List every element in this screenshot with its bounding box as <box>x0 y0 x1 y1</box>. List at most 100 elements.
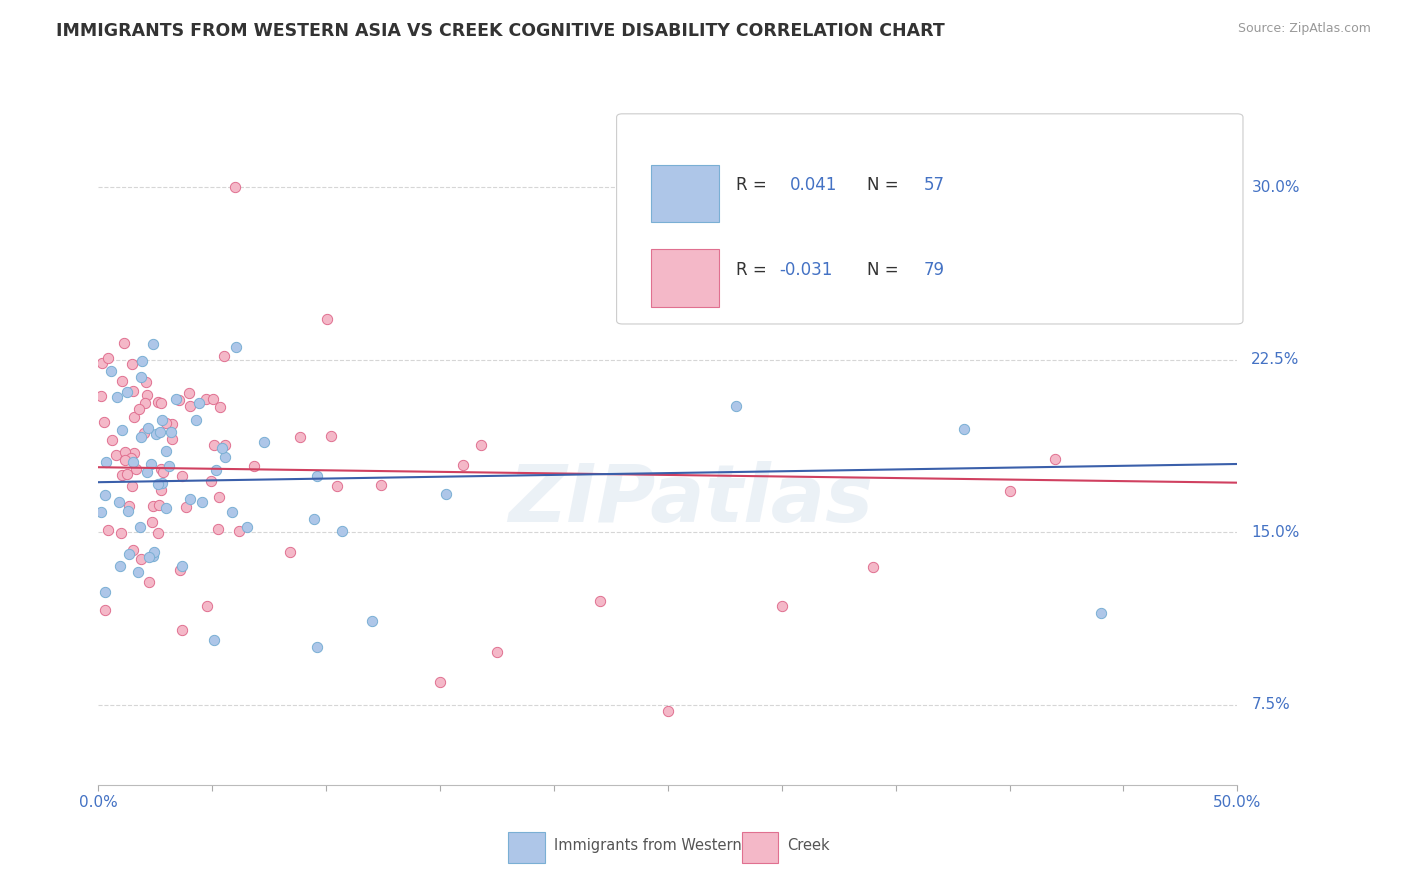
Point <box>998 483 1021 498</box>
Point <box>953 422 976 436</box>
FancyBboxPatch shape <box>651 165 718 222</box>
Point <box>862 559 884 574</box>
Point <box>211 442 233 456</box>
Point <box>224 180 246 194</box>
Point <box>200 474 222 488</box>
Text: -0.031: -0.031 <box>779 260 832 278</box>
Point <box>304 512 326 526</box>
Point <box>201 392 224 406</box>
Point <box>305 640 328 654</box>
Point <box>139 458 162 472</box>
Point <box>194 392 217 406</box>
FancyBboxPatch shape <box>742 832 779 863</box>
Point <box>93 487 115 501</box>
Text: 79: 79 <box>924 260 945 278</box>
Point <box>316 311 339 326</box>
Point <box>114 445 136 459</box>
Point <box>117 504 139 518</box>
Point <box>221 505 243 519</box>
Point <box>184 413 207 427</box>
Point <box>326 479 349 493</box>
Point <box>319 429 342 443</box>
Point <box>143 545 166 559</box>
Text: 22.5%: 22.5% <box>1251 352 1299 368</box>
Point <box>207 522 229 536</box>
Point <box>188 396 211 410</box>
Text: 15.0%: 15.0% <box>1251 524 1299 540</box>
Point <box>138 574 160 589</box>
Point <box>725 399 748 413</box>
Point <box>94 584 117 599</box>
Point <box>146 395 169 409</box>
Text: 57: 57 <box>924 176 945 194</box>
Point <box>657 705 679 719</box>
Point <box>142 336 165 351</box>
Point <box>142 499 165 513</box>
Point <box>129 520 152 534</box>
Point <box>370 478 392 492</box>
Point <box>172 623 194 637</box>
Point <box>111 374 134 388</box>
Point <box>179 399 201 413</box>
Point <box>110 559 132 574</box>
Point <box>470 437 492 451</box>
Point <box>142 549 165 563</box>
Point <box>141 515 163 529</box>
Point <box>150 475 173 490</box>
Text: IMMIGRANTS FROM WESTERN ASIA VS CREEK COGNITIVE DISABILITY CORRELATION CHART: IMMIGRANTS FROM WESTERN ASIA VS CREEK CO… <box>56 22 945 40</box>
Point <box>149 396 172 410</box>
Point <box>90 389 112 403</box>
Point <box>177 386 200 401</box>
Point <box>170 469 193 483</box>
Point <box>169 563 191 577</box>
Point <box>94 603 117 617</box>
Point <box>150 413 173 427</box>
Point <box>228 524 250 539</box>
Point <box>155 500 177 515</box>
Point <box>202 632 225 647</box>
Point <box>135 376 157 390</box>
Text: 7.5%: 7.5% <box>1251 697 1291 712</box>
Point <box>115 384 138 399</box>
Point <box>90 505 112 519</box>
Point <box>118 499 141 513</box>
Point <box>290 430 312 444</box>
Text: Source: ZipAtlas.com: Source: ZipAtlas.com <box>1237 22 1371 36</box>
Point <box>149 425 172 440</box>
Point <box>97 351 120 366</box>
Point <box>94 455 117 469</box>
Text: R =: R = <box>737 176 772 194</box>
Text: Creek: Creek <box>787 838 830 854</box>
Point <box>165 392 187 406</box>
Point <box>208 491 231 505</box>
Point <box>160 425 183 440</box>
Text: 0.041: 0.041 <box>790 176 837 194</box>
Point <box>253 435 276 450</box>
Point <box>278 545 301 559</box>
Point <box>330 524 353 539</box>
Point <box>214 438 236 452</box>
Point <box>204 463 226 477</box>
Point <box>121 543 143 558</box>
Point <box>225 340 247 354</box>
Point <box>97 524 120 538</box>
Point <box>112 335 135 350</box>
Point <box>101 433 124 447</box>
Point <box>157 458 180 473</box>
Point <box>118 547 141 561</box>
Point <box>1090 606 1112 620</box>
Point <box>179 492 201 507</box>
Point <box>155 444 177 458</box>
Point <box>148 498 170 512</box>
Point <box>136 465 159 479</box>
Point <box>121 479 143 493</box>
Point <box>588 594 610 608</box>
Point <box>202 438 225 452</box>
Point <box>152 465 174 479</box>
Point <box>162 417 184 431</box>
Point <box>136 387 159 401</box>
Point <box>170 559 193 574</box>
Point <box>360 614 382 628</box>
Text: Immigrants from Western Asia: Immigrants from Western Asia <box>554 838 778 854</box>
Text: N =: N = <box>868 260 904 278</box>
